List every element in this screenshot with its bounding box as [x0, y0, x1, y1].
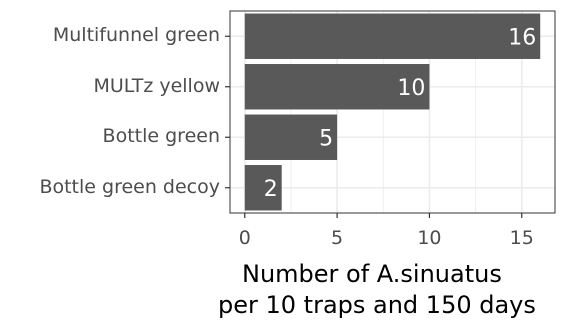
- y-category-label: Multifunnel green: [52, 24, 220, 47]
- x-tick-label: 10: [417, 227, 442, 249]
- bar: [244, 165, 282, 211]
- tick-layer: [225, 35, 523, 218]
- plot-panel-border: [229, 10, 556, 214]
- x-axis-title-line1: Number of A.sinuatus: [242, 260, 502, 288]
- bar-layer: [244, 13, 541, 211]
- bar: [244, 64, 430, 110]
- bar-label-layer: 16 10 5 2: [264, 25, 537, 202]
- x-tick-label: 5: [331, 227, 344, 249]
- y-category-label: Bottle green: [102, 125, 220, 148]
- bar-value-label: 2: [264, 177, 278, 202]
- bar: [244, 13, 541, 59]
- x-tick-label: 0: [238, 227, 251, 249]
- bar-value-label: 10: [397, 76, 425, 101]
- x-axis-title-line2: per 10 traps and 150 days: [218, 291, 536, 319]
- x-tick-label: 15: [509, 227, 534, 249]
- y-category-label: Bottle green decoy: [39, 175, 220, 198]
- bar-value-label: 5: [319, 126, 333, 151]
- bar-value-label: 16: [508, 25, 536, 50]
- y-category-label: MULTz yellow: [93, 74, 220, 97]
- bar: [244, 114, 338, 160]
